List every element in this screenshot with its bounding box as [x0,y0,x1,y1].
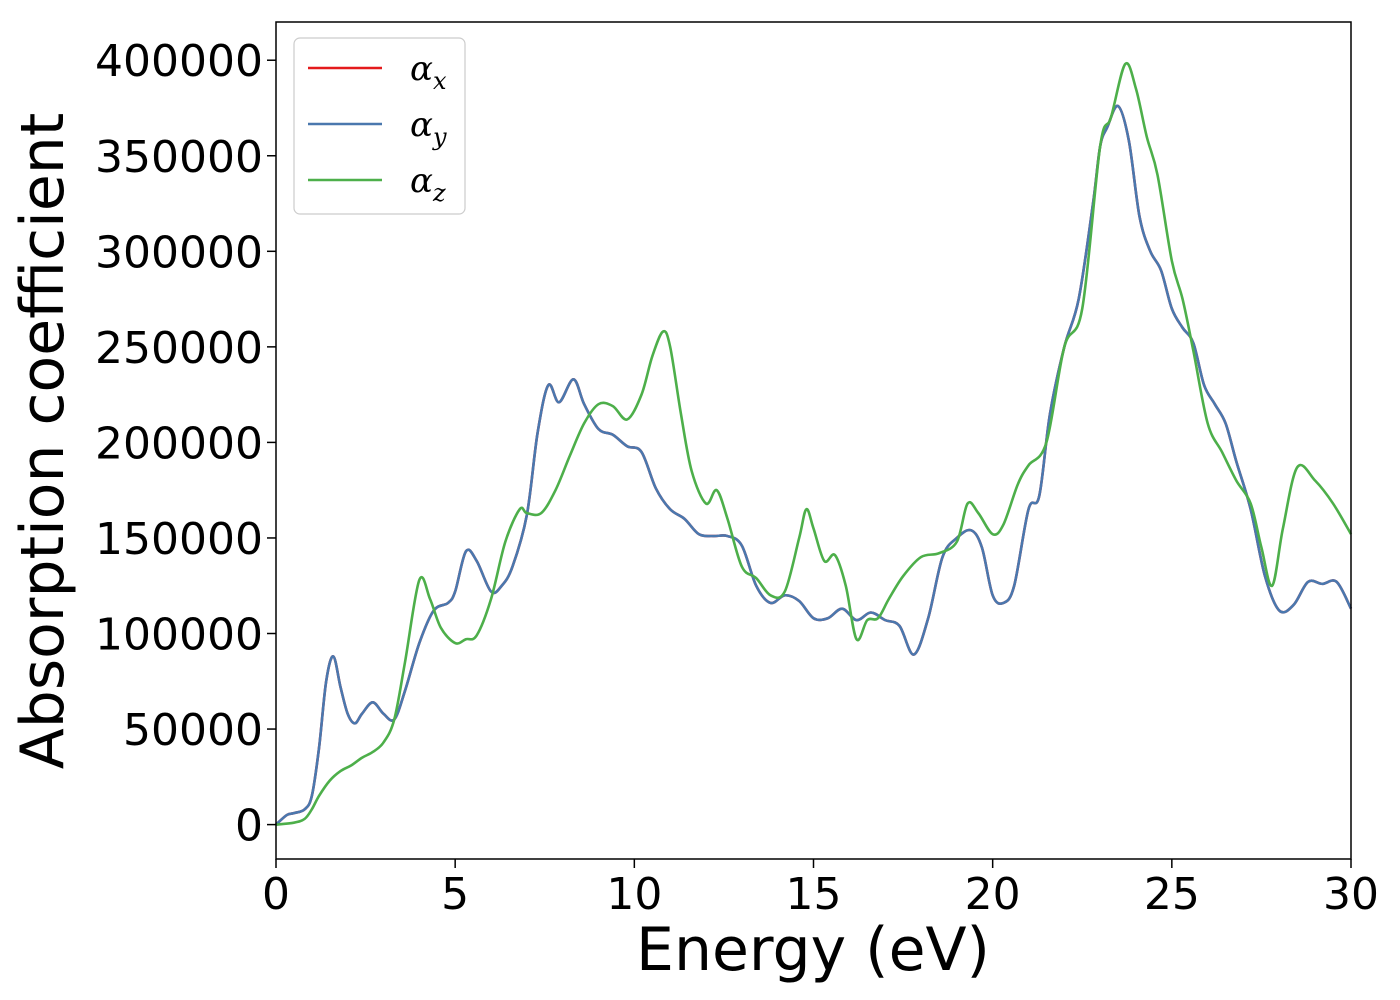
x-axis-title: Energy (eV) [636,915,990,985]
y-axis-title: Absorption coefficient [8,113,78,770]
x-tick-label: 10 [606,869,662,920]
x-tick-label: 0 [262,869,290,920]
series-line-alpha-y [275,104,1353,826]
x-tick-label: 15 [786,869,842,920]
y-tick-label: 50000 [123,705,263,756]
tick-layer: 0 5 10 15 20 25 30 0 50000 100000 150000 200000 2500… [95,36,1379,920]
y-tick-label: 350000 [95,132,263,183]
legend-box [293,37,466,215]
y-tick-label: 250000 [95,323,263,374]
x-tick-label: 30 [1323,869,1379,920]
y-tick-label: 300000 [95,227,263,278]
x-tick-label: 5 [441,869,469,920]
y-tick-label: 400000 [95,36,263,87]
series-line-alpha-z [275,61,1353,826]
x-tick-label: 25 [1144,869,1200,920]
y-tick-label: 200000 [95,418,263,469]
y-tick-label: 0 [235,801,263,852]
y-tick-label: 150000 [95,514,263,565]
x-tick-label: 20 [965,869,1021,920]
y-tick-label: 100000 [95,610,263,661]
series-layer [275,61,1353,826]
